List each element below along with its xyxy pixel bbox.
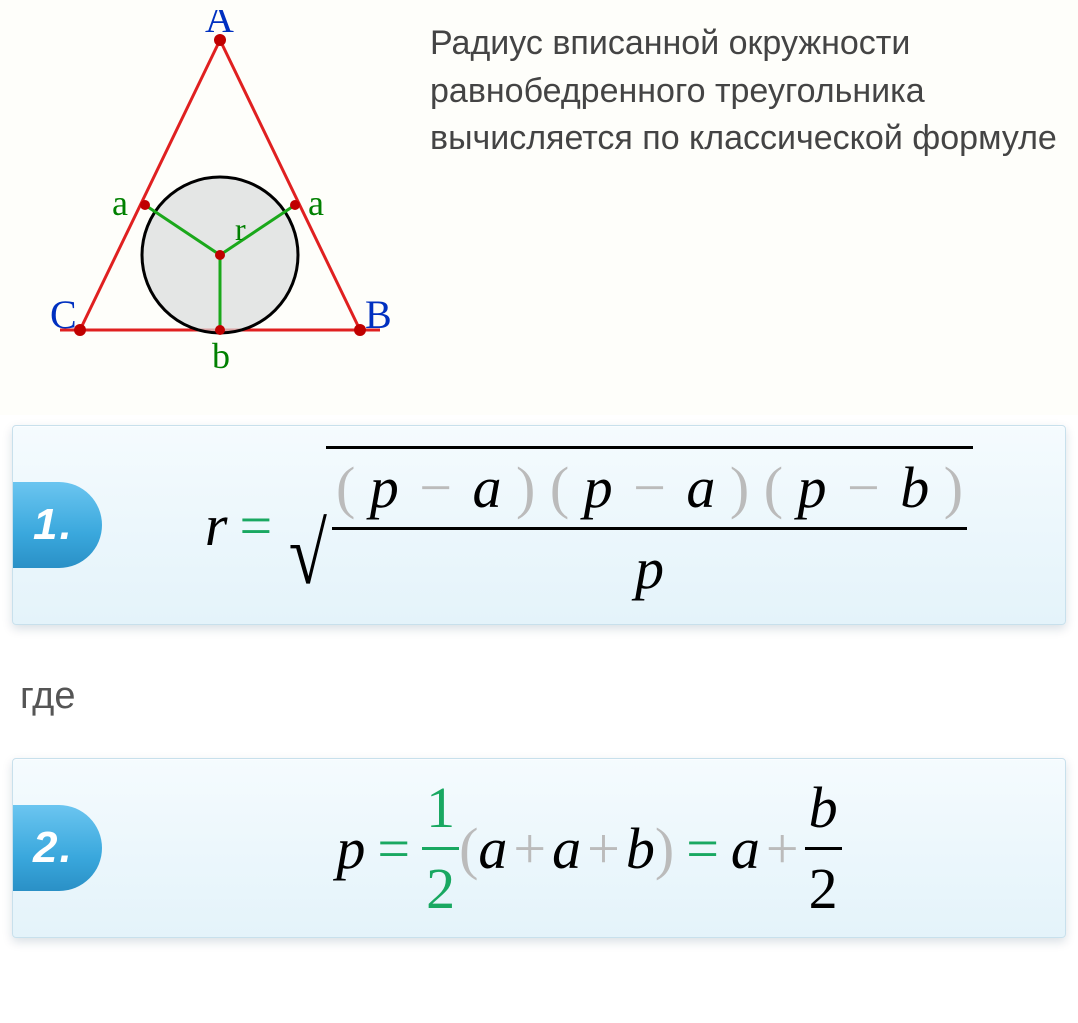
- triangle-diagram: A C B a a b r: [30, 10, 410, 385]
- card-number-2: 2.: [13, 805, 102, 891]
- var-r: r: [205, 492, 228, 559]
- label-a-right: a: [308, 183, 324, 223]
- description-text: Радиус вписанной окружности равнобедренн…: [410, 10, 1058, 163]
- label-b: b: [212, 336, 230, 376]
- where-label: где: [20, 675, 1058, 718]
- fraction-b2: b 2: [805, 773, 842, 923]
- formula-card-2: 2. p = 1 2 ( a + a + b ) = a + b 2: [12, 758, 1066, 938]
- label-r: r: [235, 211, 246, 247]
- card-number-1: 1.: [13, 482, 102, 568]
- equals-sign: =: [227, 492, 284, 559]
- label-a-left: a: [112, 183, 128, 223]
- formula-2: p = 1 2 ( a + a + b ) = a + b 2: [33, 773, 1045, 923]
- top-section: A C B a a b r Радиус вписанной окружност…: [0, 0, 1078, 415]
- fraction-1: ( p − a ) ( p − a ) ( p −: [332, 453, 967, 603]
- formula-1: r = √ ( p − a ) ( p −: [33, 446, 1045, 603]
- formula-card-1: 1. r = √ ( p − a ) ( p: [12, 425, 1066, 625]
- sqrt-icon: √ ( p − a ) ( p − a ): [284, 446, 973, 603]
- fraction-half: 1 2: [422, 773, 459, 923]
- label-A: A: [205, 10, 234, 41]
- label-B: B: [365, 292, 392, 337]
- label-C: C: [50, 292, 77, 337]
